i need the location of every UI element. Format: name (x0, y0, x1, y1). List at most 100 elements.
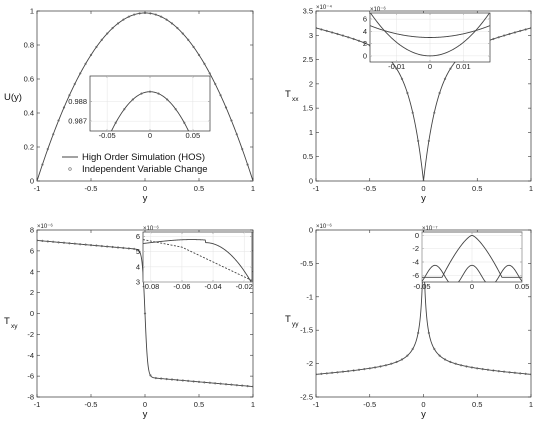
Tyy-inset-curve (422, 234, 522, 278)
Txx-ylabel: T (285, 89, 291, 100)
Txy-inset-ytick-label: 4 (136, 262, 140, 271)
marker-point (154, 13, 157, 16)
marker-point (62, 241, 66, 244)
marker-point (176, 378, 179, 382)
Tyy-inset-xtick-label: 0.05 (515, 282, 530, 291)
legend-marker-swatch (68, 167, 72, 171)
marker-point (52, 133, 55, 136)
marker-point (368, 367, 371, 370)
Txx-inset-ytick-label: 2 (363, 39, 367, 48)
marker-point (127, 247, 130, 250)
panel-Txx-ytick-label: 2 (309, 79, 313, 88)
marker-point (111, 26, 114, 30)
marker-point (165, 98, 169, 101)
marker-point (224, 106, 228, 109)
Txx-inset-exponent: ×10⁻⁶ (370, 6, 386, 13)
marker-point (241, 147, 244, 151)
panel-Txx-xtick-label: 0 (421, 184, 425, 193)
marker-point (68, 242, 71, 245)
Txx-ylabel-sub: xx (292, 96, 299, 103)
marker-point (529, 26, 531, 30)
marker-point (106, 245, 109, 248)
marker-point (41, 163, 44, 166)
marker-point (357, 368, 361, 371)
Txx-inset-xtick-label: 0 (428, 62, 432, 71)
marker-point (176, 26, 179, 30)
Txx-inset-curve (370, 25, 490, 38)
panel-U-ytick-label: 1 (30, 7, 34, 16)
panel-Txx-ytick-label: 1.5 (303, 104, 313, 113)
marker-point (148, 90, 152, 93)
Txx-inset-ytick-label: 6 (363, 15, 367, 24)
marker-point (170, 378, 174, 381)
marker-point (352, 369, 355, 372)
marker-point (422, 179, 425, 181)
panel-Txy-ytick-label: 0 (30, 309, 34, 318)
marker-point (395, 67, 398, 70)
panel-Tyy-ytick-label: -2.5 (300, 393, 313, 402)
panel-U-ytick-label: 0.6 (24, 75, 34, 84)
marker-point (37, 239, 39, 242)
marker-point (100, 38, 103, 41)
Txy-inset-ytick-label: 3 (136, 278, 140, 287)
panel-U-xtick-label: 0 (143, 184, 147, 193)
marker-point (100, 244, 103, 248)
marker-point (320, 28, 323, 31)
marker-point (497, 369, 500, 373)
U-inset-xtick-label: -0.05 (99, 131, 116, 140)
marker-point (454, 362, 457, 365)
marker-point (57, 119, 60, 122)
panel-Txy-ytick-label: -8 (27, 393, 34, 402)
Txx-inset-xtick-label: -0.01 (388, 62, 405, 71)
panel-Txy-ytick-label: 4 (30, 267, 34, 276)
marker-point (149, 374, 152, 377)
Txy-inset-xtick-label: -0.02 (236, 282, 253, 291)
Txx-inset-xtick-label: 0.01 (456, 62, 471, 71)
marker-point (320, 372, 323, 376)
Txy-inset-xtick-label: -0.08 (142, 282, 159, 291)
marker-point (84, 62, 87, 65)
marker-point (330, 371, 334, 374)
Tyy-inset-ytick-label: 0 (415, 231, 419, 240)
panel-Txy-xtick-label: 0.5 (194, 400, 204, 409)
marker-point (127, 15, 130, 18)
marker-point (336, 32, 339, 36)
Tyy-main-curve (316, 230, 531, 375)
marker-point (508, 32, 511, 36)
Tyy-inset-ytick-label: -2 (412, 244, 419, 253)
panel-Txy-ytick-label: -4 (27, 351, 34, 360)
legend-entry-ivc: Independent Variable Change (82, 164, 208, 175)
marker-point (165, 377, 168, 381)
marker-point (133, 247, 136, 251)
marker-point (183, 121, 186, 124)
marker-point (187, 379, 190, 383)
marker-point (357, 39, 361, 42)
Txy-main-curve (37, 239, 253, 388)
marker-point (427, 139, 431, 143)
marker-point (79, 243, 82, 246)
marker-point (341, 34, 345, 37)
marker-point (57, 241, 60, 244)
marker-point (443, 358, 447, 361)
marker-point (203, 62, 206, 65)
marker-point (481, 367, 484, 371)
marker-point (68, 94, 71, 97)
Txx-xlabel: y (421, 193, 426, 204)
marker-point (181, 32, 184, 35)
panel-Txx-ytick-label: 2.5 (303, 55, 313, 64)
panel-Tyy-ytick-label: 0 (309, 226, 313, 235)
marker-point (251, 385, 253, 388)
panel-Txx-ytick-label: 1 (309, 128, 313, 137)
marker-point (449, 67, 452, 70)
marker-point (427, 331, 431, 335)
marker-point (140, 92, 143, 95)
marker-point (443, 77, 447, 81)
marker-point (502, 34, 506, 37)
marker-point (524, 372, 527, 376)
panel-Txx-xtick-label: 0.5 (472, 184, 482, 193)
panel-Tyy-xtick-label: 0.5 (472, 400, 482, 409)
panel-Txx-xtick-label: 1 (529, 184, 533, 193)
marker-point (316, 26, 318, 30)
